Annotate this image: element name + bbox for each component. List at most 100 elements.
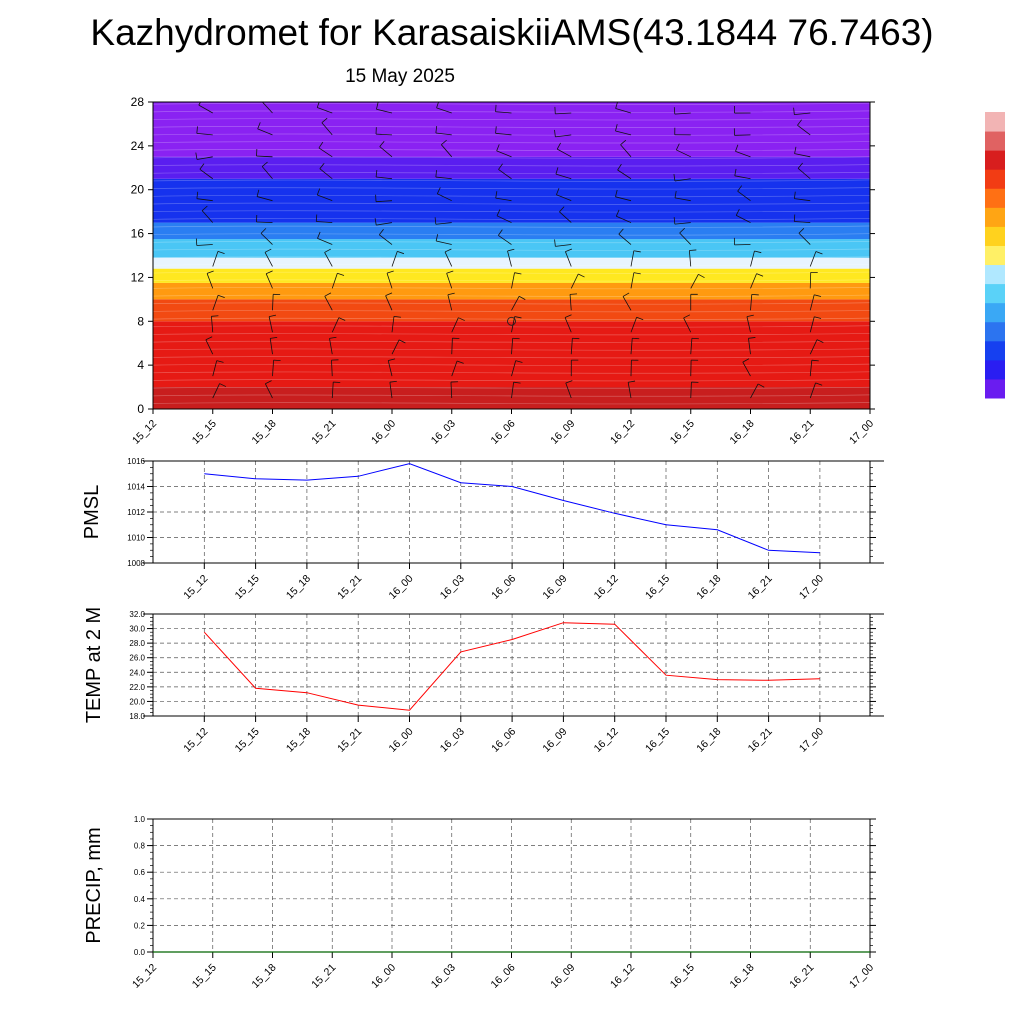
wind-barb-flag bbox=[507, 248, 515, 252]
contour-line bbox=[153, 194, 870, 198]
wind-barb bbox=[676, 149, 691, 158]
wind-barb-flag bbox=[674, 190, 677, 198]
wind-barb-flag bbox=[615, 189, 618, 197]
wind-barb bbox=[376, 200, 393, 203]
wind-barb bbox=[451, 338, 453, 355]
wind-barb-flag bbox=[618, 228, 624, 235]
wind-barb-flag bbox=[615, 209, 620, 217]
wind-barb bbox=[256, 221, 273, 224]
contour-line bbox=[153, 225, 870, 228]
y-axis-label: PMSL bbox=[81, 485, 103, 539]
wind-barb bbox=[269, 338, 273, 355]
wind-barb bbox=[331, 317, 340, 333]
contour-line bbox=[153, 394, 870, 397]
wind-barb-flag bbox=[386, 270, 394, 274]
wind-barb bbox=[264, 252, 273, 267]
x-tick-label: 16_09 bbox=[540, 726, 569, 755]
x-tick-label: 16_06 bbox=[489, 726, 518, 755]
contour-line bbox=[153, 240, 870, 244]
wind-barb bbox=[331, 273, 338, 289]
x-tick-label: 15_21 bbox=[309, 418, 338, 447]
wind-barb-flag bbox=[317, 231, 321, 239]
wind-barb bbox=[451, 317, 459, 333]
wind-barb-flag bbox=[797, 119, 802, 126]
wind-barb-flag bbox=[256, 189, 260, 197]
wind-barb-flag bbox=[379, 140, 385, 147]
wind-barb bbox=[212, 295, 219, 311]
wind-barb bbox=[794, 112, 811, 116]
x-tick-label: 16_09 bbox=[548, 418, 577, 447]
x-tick-label: 15_18 bbox=[284, 726, 313, 755]
wind-barb-flag bbox=[397, 250, 405, 255]
wind-barb-flag bbox=[319, 162, 325, 169]
wind-barb-flag bbox=[748, 337, 756, 339]
wind-barb-flag bbox=[797, 162, 803, 169]
wind-barb bbox=[565, 382, 572, 399]
wind-barb-flag bbox=[798, 228, 805, 234]
wind-barb bbox=[261, 166, 273, 180]
contour-line bbox=[153, 110, 870, 113]
wind-barb bbox=[570, 338, 573, 355]
colorbar-segment bbox=[985, 131, 1005, 151]
heatmap-band bbox=[153, 268, 870, 283]
wind-barb bbox=[750, 294, 753, 311]
wind-barb bbox=[736, 215, 751, 223]
heatmap-band bbox=[153, 102, 870, 157]
wind-barb-flag bbox=[456, 360, 464, 364]
wind-barb bbox=[498, 235, 512, 245]
wind-barb bbox=[511, 382, 515, 399]
wind-barb bbox=[750, 273, 757, 289]
contour-line bbox=[153, 302, 870, 305]
wind-barb bbox=[265, 273, 273, 289]
colorbar-segment bbox=[985, 283, 1005, 304]
wind-barb-flag bbox=[318, 141, 324, 149]
wind-barb bbox=[435, 176, 452, 180]
wind-barb-flag bbox=[338, 317, 346, 321]
y-tick-label: 1012 bbox=[127, 508, 145, 517]
wind-barb-flag bbox=[496, 209, 501, 216]
wind-barb bbox=[794, 221, 811, 224]
y-tick-label: 8 bbox=[137, 314, 144, 328]
heatmap-band bbox=[153, 282, 870, 300]
wind-barb-flag bbox=[374, 218, 377, 226]
wind-barb bbox=[379, 234, 393, 245]
wind-barb bbox=[260, 233, 273, 245]
wind-barb bbox=[196, 198, 213, 202]
colorbar-segment bbox=[985, 340, 1005, 361]
wind-barb bbox=[196, 244, 213, 246]
wind-barb-flag bbox=[756, 273, 764, 277]
wind-barb-flag bbox=[734, 168, 737, 176]
wind-barb-flag bbox=[495, 191, 498, 199]
x-tick-label: 15_12 bbox=[181, 573, 210, 602]
contour-line bbox=[153, 248, 870, 251]
wind-barb-flag bbox=[434, 217, 437, 225]
x-tick-label: 16_09 bbox=[540, 573, 569, 602]
x-tick-label: 16_18 bbox=[694, 573, 723, 602]
wind-barb-flag bbox=[513, 381, 521, 384]
contour-line bbox=[153, 187, 870, 190]
wind-barb bbox=[435, 132, 452, 136]
x-tick-label: 16_00 bbox=[369, 418, 398, 447]
contour-line bbox=[153, 363, 870, 366]
x-tick-label: 17_00 bbox=[797, 726, 826, 755]
wind-barb bbox=[206, 273, 214, 289]
contour-line bbox=[153, 148, 870, 152]
colorbar-segment bbox=[985, 226, 1005, 246]
contour-line bbox=[153, 287, 870, 290]
wind-barb-flag bbox=[211, 315, 219, 317]
wind-barb bbox=[389, 382, 393, 399]
wind-barb bbox=[451, 360, 458, 377]
wind-barb-flag bbox=[324, 292, 332, 297]
wind-barb bbox=[256, 155, 273, 158]
wind-barb bbox=[331, 360, 333, 377]
wind-barb-flag bbox=[389, 380, 397, 383]
wind-barb bbox=[441, 144, 453, 158]
wind-barb-flag bbox=[376, 102, 379, 110]
colorbar-segment bbox=[985, 302, 1005, 323]
wind-barb bbox=[391, 251, 398, 267]
wind-barb-flag bbox=[698, 273, 705, 279]
wind-barb-flag bbox=[195, 152, 198, 160]
wind-barb bbox=[272, 360, 274, 377]
wind-barb bbox=[630, 250, 635, 267]
wind-barb-flag bbox=[496, 144, 500, 152]
